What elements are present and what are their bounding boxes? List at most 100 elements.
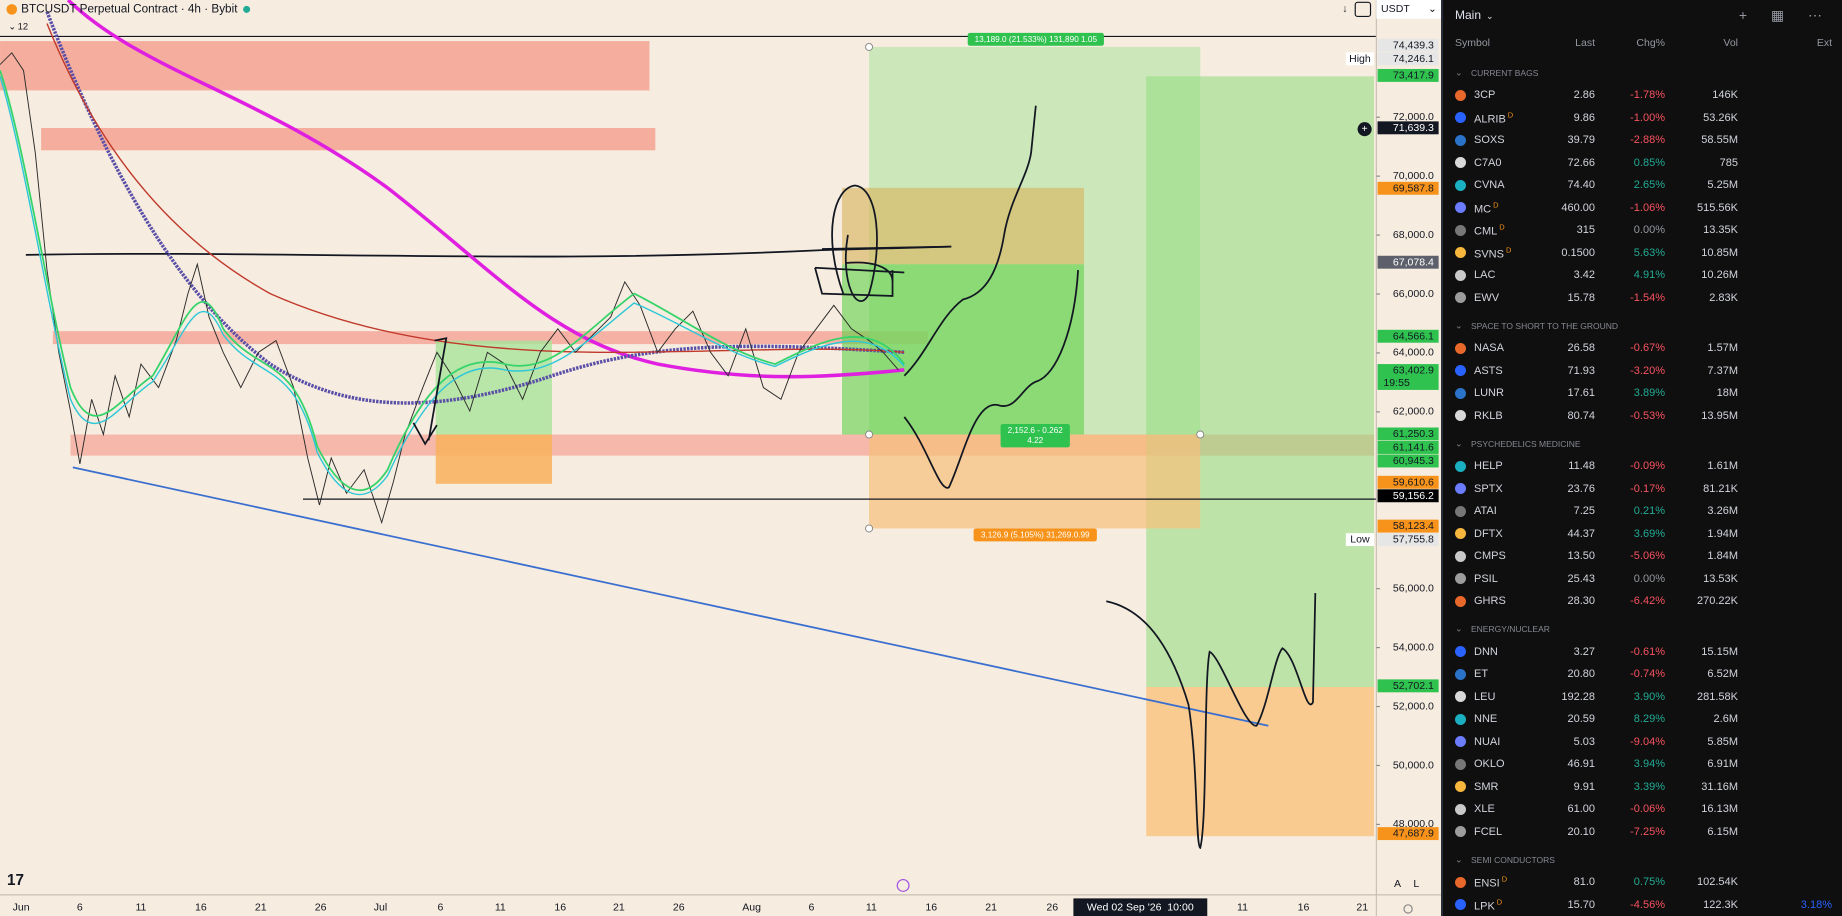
watchlist-row[interactable]: OKLO 46.91 3.94% 6.91M bbox=[1443, 753, 1842, 776]
currency[interactable]: USDT bbox=[1381, 3, 1410, 15]
indicator-count[interactable]: 12 bbox=[18, 20, 28, 31]
currency-box[interactable] bbox=[1376, 0, 1441, 19]
watchlist-title[interactable]: Main bbox=[1455, 8, 1482, 22]
symbol: NNE bbox=[1474, 713, 1498, 726]
price-label-box bbox=[1377, 255, 1439, 269]
download-icon[interactable]: ↓ bbox=[1342, 3, 1347, 15]
last: 74.40 bbox=[1567, 179, 1595, 192]
last: 460.00 bbox=[1561, 201, 1595, 214]
column-label[interactable]: Chg% bbox=[1636, 37, 1665, 49]
price-label: 61,141.6 bbox=[1393, 441, 1434, 453]
symbol-cell: ATAI bbox=[1474, 505, 1497, 517]
column-label[interactable]: Ext bbox=[1816, 37, 1832, 49]
axis-button[interactable]: L bbox=[1413, 878, 1419, 890]
column-label[interactable]: Symbol bbox=[1455, 37, 1491, 49]
symbol: CML bbox=[1474, 225, 1498, 238]
settings-icon[interactable] bbox=[1403, 904, 1413, 914]
watchlist-row[interactable]: SPTX 23.76 -0.17% 81.21K bbox=[1443, 478, 1842, 501]
watchlist-row[interactable]: DFTX 44.37 3.69% 1.94M bbox=[1443, 523, 1842, 546]
group-name: SPACE TO SHORT TO THE GROUND bbox=[1471, 320, 1619, 331]
last: 20.10 bbox=[1567, 825, 1595, 838]
symbol-icon bbox=[1455, 595, 1466, 607]
watchlist-row[interactable]: CML D 315 0.00% 13.35K bbox=[1443, 219, 1842, 242]
symbol: ASTS bbox=[1474, 364, 1503, 377]
watchlist-row[interactable]: DNN 3.27 -0.61% 15.15M bbox=[1443, 641, 1842, 664]
volume: 3.26M bbox=[1707, 505, 1738, 518]
watchlist-rows: ⌄ CURRENT BAGS 3CP 2.86 -1.78% 146K ALRIB D 9.86… bbox=[1443, 62, 1842, 916]
watchlist-row[interactable]: ET 20.80 -0.74% 6.52M bbox=[1443, 663, 1842, 686]
watchlist-row[interactable]: SVNS D 0.1500 5.63% 10.85M bbox=[1443, 242, 1842, 265]
watchlist-row[interactable]: PSIL 25.43 0.00% 13.53K bbox=[1443, 568, 1842, 591]
last: 23.76 bbox=[1567, 482, 1595, 495]
watchlist-row[interactable]: LAC 3.42 4.91% 10.26M bbox=[1443, 264, 1842, 287]
symbol: LAC bbox=[1474, 269, 1496, 282]
y-tick-label: 68,000.0 bbox=[1393, 229, 1434, 241]
price-label-box bbox=[1377, 489, 1439, 503]
column-label[interactable]: Vol bbox=[1723, 37, 1738, 49]
watchlist-row[interactable]: EWV 15.78 -1.54% 2.83K bbox=[1443, 287, 1842, 310]
watchlist-row[interactable]: XLE 61.00 -0.06% 16.13M bbox=[1443, 798, 1842, 821]
axis-button[interactable]: A bbox=[1394, 878, 1402, 890]
symbol-flag: D bbox=[1499, 222, 1505, 232]
symbol-icon bbox=[1455, 89, 1466, 101]
watchlist-row[interactable]: SMR 9.91 3.39% 31.16M bbox=[1443, 776, 1842, 799]
watchlist-row[interactable]: LUNR 17.61 3.89% 18M bbox=[1443, 382, 1842, 405]
x-tick-label: 16 bbox=[554, 902, 566, 914]
screenshot-icon[interactable] bbox=[1354, 1, 1372, 18]
watchlist-row[interactable]: NUAI 5.03 -9.04% 5.85M bbox=[1443, 731, 1842, 754]
volume: 7.37M bbox=[1707, 364, 1738, 377]
watchlist-row[interactable]: ATAI 7.25 0.21% 3.26M bbox=[1443, 500, 1842, 523]
watchlist-row[interactable]: LPK D 15.70 -4.56% 122.3K 3.18% bbox=[1443, 894, 1842, 916]
watchlist-row[interactable]: SOXS 39.79 -2.88% 58.55M bbox=[1443, 129, 1842, 152]
volume: 6.15M bbox=[1707, 825, 1738, 838]
last: 20.59 bbox=[1567, 713, 1595, 726]
watchlist-row[interactable]: LEU 192.28 3.90% 281.58K bbox=[1443, 686, 1842, 709]
column-label[interactable]: Last bbox=[1575, 37, 1595, 49]
risk-reward-box bbox=[1000, 423, 1070, 448]
watchlist-row[interactable]: HELP 11.48 -0.09% 1.61M bbox=[1443, 455, 1842, 478]
crosshair-add[interactable] bbox=[1357, 122, 1372, 137]
replay-icon[interactable] bbox=[896, 879, 910, 892]
symbol-cell: LPK D bbox=[1474, 897, 1502, 912]
price-label: 63,402.9 bbox=[1393, 365, 1434, 377]
watchlist-row[interactable]: NASA 26.58 -0.67% 1.57M bbox=[1443, 337, 1842, 360]
watchlist-row[interactable]: NNE 20.59 8.29% 2.6M bbox=[1443, 708, 1842, 731]
price-label: 60,945.3 bbox=[1393, 455, 1434, 467]
watchlist-row[interactable]: ENSI D 81.0 0.75% 102.54K bbox=[1443, 871, 1842, 894]
watchlist-row[interactable]: CVNA 74.40 2.65% 5.25M bbox=[1443, 174, 1842, 197]
symbol-cell: EWV bbox=[1474, 292, 1499, 304]
symbol-cell: CMPS bbox=[1474, 550, 1506, 562]
x-tick-label: 11 bbox=[1237, 902, 1248, 914]
symbol: GHRS bbox=[1474, 595, 1506, 608]
price-label-box bbox=[1377, 454, 1439, 468]
watchlist-row[interactable]: 3CP 2.86 -1.78% 146K bbox=[1443, 84, 1842, 107]
symbol-icon bbox=[1455, 365, 1466, 377]
last: 2.86 bbox=[1573, 89, 1595, 102]
group-header[interactable]: ⌄ SEMI CONDUCTORS bbox=[1443, 849, 1842, 872]
group-header[interactable]: ⌄ CURRENT BAGS bbox=[1443, 62, 1842, 85]
symbol-title[interactable]: BTCUSDT Perpetual Contract · 4h · Bybit bbox=[21, 2, 238, 15]
watchlist-row[interactable]: ASTS 71.93 -3.20% 7.37M bbox=[1443, 360, 1842, 383]
change: -1.06% bbox=[1630, 201, 1665, 214]
watchlist-row[interactable]: GHRS 28.30 -6.42% 270.22K bbox=[1443, 590, 1842, 613]
group-header[interactable]: ⌄ PSYCHEDELICS MEDICINE bbox=[1443, 433, 1842, 456]
symbol: LEU bbox=[1474, 690, 1496, 703]
x-tick-label: 21 bbox=[985, 902, 997, 914]
watchlist-row[interactable]: MC D 460.00 -1.06% 515.56K bbox=[1443, 197, 1842, 220]
watchlist-row[interactable]: ALRIB D 9.86 -1.00% 53.26K bbox=[1443, 107, 1842, 130]
watchlist-row[interactable]: RKLB 80.74 -0.53% 13.95M bbox=[1443, 405, 1842, 428]
group-header[interactable]: ⌄ ENERGY/NUCLEAR bbox=[1443, 618, 1842, 641]
y-tick-label: 72,000.0 bbox=[1393, 111, 1434, 123]
change: -0.74% bbox=[1630, 668, 1665, 681]
symbol: ALRIB bbox=[1474, 113, 1506, 126]
group-header[interactable]: ⌄ SPACE TO SHORT TO THE GROUND bbox=[1443, 315, 1842, 338]
watchlist-row[interactable]: FCEL 20.10 -7.25% 6.15M bbox=[1443, 821, 1842, 844]
volume: 5.85M bbox=[1707, 735, 1738, 748]
indicator-chevron[interactable]: ⌄ bbox=[8, 20, 16, 31]
crosshair-add-icon[interactable]: + bbox=[1362, 123, 1368, 135]
currency-chevron[interactable]: ⌄ bbox=[1428, 3, 1437, 15]
watchlist-row[interactable]: CMPS 13.50 -5.06% 1.84M bbox=[1443, 545, 1842, 568]
volume: 6.91M bbox=[1707, 758, 1738, 771]
panel-icons[interactable]: + ▦ ⋯ bbox=[1738, 7, 1832, 23]
watchlist-row[interactable]: C7A0 72.66 0.85% 785 bbox=[1443, 152, 1842, 175]
